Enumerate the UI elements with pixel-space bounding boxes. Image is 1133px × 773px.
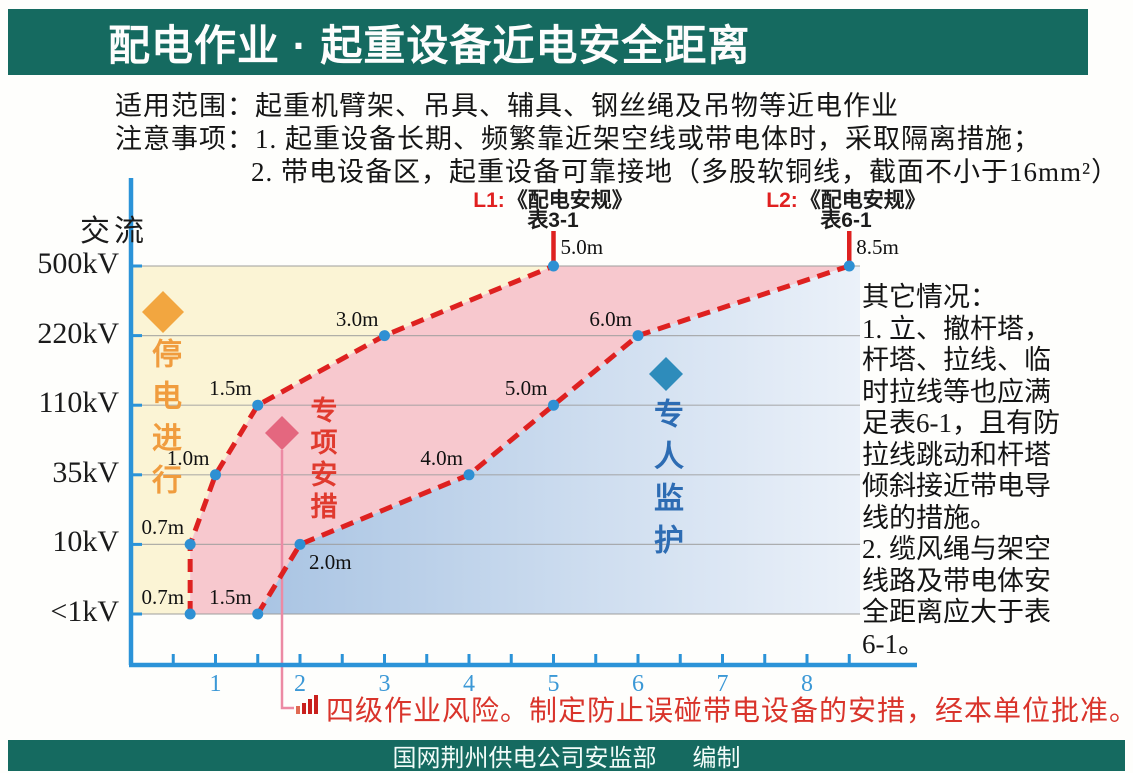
- side-note: 其它情况： 1. 立、撤杆塔， 杆塔、拉线、临 时拉线等也应满 足表6-1，且有防 拉线跳…: [862, 282, 1130, 660]
- side-note-line: 拉线跳动和杆塔: [862, 439, 1051, 470]
- data-point: [252, 399, 264, 411]
- zone-power-off: [131, 266, 554, 614]
- zone-marker-diamond: [142, 291, 184, 333]
- side-note-line: 全距离应大于表: [862, 597, 1051, 627]
- zone-supervised: [257, 266, 860, 614]
- risk-note-text: 四级作业风险。制定防止误碰带电设备的安措，经本单位批准。: [326, 696, 1133, 727]
- precaution-note-1: 注意事项：1. 起重设备长期、频繁靠近架空线或带电体时，采取隔离措施；: [115, 117, 1041, 156]
- side-note-line: 时拉线等也应满: [862, 376, 1051, 407]
- side-note-line: 2. 缆风绳与架空: [862, 534, 1051, 564]
- precaution-text-1: 1. 起重设备长期、频繁靠近架空线或带电体时，采取隔离措施；: [255, 124, 1041, 154]
- data-point: [843, 260, 855, 272]
- scope-label: 适用范围：: [115, 91, 255, 121]
- zone-marker-diamond: [265, 416, 299, 450]
- risk-connector-line: [280, 450, 294, 710]
- title-bar: 配电作业 · 起重设备近电安全距离: [8, 9, 1088, 75]
- data-point: [252, 608, 264, 620]
- data-point: [548, 260, 559, 272]
- side-note-line: 其它情况：: [862, 282, 997, 312]
- side-note-line: 足表6-1，且有防: [862, 408, 1060, 438]
- scope-note: 适用范围：起重机臂架、吊具、辅具、钢丝绳及吊物等近电作业: [115, 84, 899, 123]
- page-title: 配电作业 · 起重设备近电安全距离: [108, 21, 751, 69]
- data-point: [184, 538, 196, 550]
- side-note-line: 杆塔、拉线、临: [862, 345, 1051, 375]
- zone-special-measures: [190, 266, 850, 614]
- side-note-line: 6-1。: [862, 628, 925, 659]
- precaution-note-2: 2. 带电设备区，起重设备可靠接地（多股软铜线，截面不小于16mm²）: [251, 157, 1120, 187]
- limit-line-l1: [187, 263, 555, 614]
- scope-text: 起重机臂架、吊具、辅具、钢丝绳及吊物等近电作业: [255, 91, 899, 121]
- side-note-line: 倾斜接近带电导: [862, 471, 1051, 501]
- side-note-line: 线路及带电体安: [862, 565, 1051, 596]
- data-point: [632, 330, 644, 342]
- precaution-label: 注意事项：: [115, 124, 255, 154]
- data-point: [184, 608, 196, 620]
- risk-level-bars-icon: [296, 692, 320, 714]
- side-note-line: 1. 立、撤杆塔，: [862, 313, 1051, 344]
- data-point: [548, 399, 559, 411]
- footer-org: 国网荆州供电公司安监部: [392, 745, 657, 772]
- footer-bar: 国网荆州供电公司安监部 编制: [8, 740, 1125, 772]
- zone-marker-diamond: [649, 357, 683, 391]
- data-point: [463, 469, 475, 481]
- footer-label: 编制: [692, 745, 741, 772]
- data-point: [379, 330, 390, 342]
- limit-line-l2: [255, 263, 851, 616]
- data-point: [294, 538, 306, 550]
- side-note-line: 线的措施。: [862, 502, 997, 533]
- data-point: [210, 469, 221, 481]
